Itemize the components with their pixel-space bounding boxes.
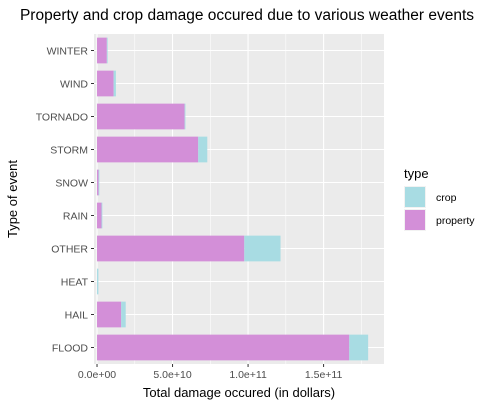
bar-crop-rain [101, 202, 103, 229]
x-tick-label: 0.0e+00 [78, 369, 116, 381]
x-tick-label: 5.0e+10 [153, 369, 191, 381]
y-tick-label: WINTER [47, 46, 89, 58]
bar-property-tornado [97, 103, 185, 130]
bar-crop-other [244, 235, 281, 262]
bar-crop-storm [198, 136, 208, 163]
x-tick-label: 1.5e+11 [305, 369, 343, 381]
chart-title: Property and crop damage occured due to … [20, 7, 474, 24]
legend-label-property: property [436, 215, 475, 227]
y-tick-label: WIND [60, 79, 88, 91]
y-tick-label: STORM [50, 145, 88, 157]
bar-crop-snow [98, 169, 100, 196]
bar-crop-wind [113, 70, 116, 97]
y-tick-label: FLOOD [52, 343, 89, 355]
legend-label-crop: crop [436, 192, 457, 204]
bar-crop-winter [106, 37, 108, 64]
x-axis-title: Total damage occured (in dollars) [143, 385, 335, 400]
bar-property-storm [97, 136, 199, 163]
plot-panel [94, 34, 384, 364]
bar-crop-flood [349, 334, 369, 361]
y-tick-label: HEAT [61, 277, 89, 289]
legend: type crop property [404, 166, 475, 231]
bar-property-wind [97, 70, 114, 97]
bar-property-rain [97, 202, 102, 229]
y-tick-label: SNOW [55, 178, 88, 190]
x-tick-label: 1.0e+11 [229, 369, 267, 381]
bar-property-other [97, 235, 245, 262]
bar-property-winter [97, 37, 107, 64]
grid-minor [134, 34, 362, 364]
bar-crop-heat [97, 268, 99, 295]
y-tick-label: RAIN [63, 211, 88, 223]
y-tick-label: HAIL [65, 310, 89, 322]
legend-swatch-property [405, 210, 425, 230]
legend-swatch-crop [405, 187, 425, 207]
legend-title: type [404, 166, 429, 181]
y-tick-label: TORNADO [36, 112, 88, 124]
y-tick-label: OTHER [51, 244, 88, 256]
bar-property-snow [97, 169, 99, 196]
bar-crop-hail [121, 301, 126, 328]
bars [97, 37, 369, 361]
bar-property-hail [97, 301, 122, 328]
bar-crop-tornado [184, 103, 186, 130]
bar-property-flood [97, 334, 350, 361]
y-axis: FLOOD HAIL HEAT OTHER RAIN SNOW STORM TORNADO WI… [36, 46, 94, 355]
y-axis-title: Type of event [5, 160, 20, 238]
x-axis: 0.0e+00 5.0e+10 1.0e+11 1.5e+11 [78, 364, 343, 381]
